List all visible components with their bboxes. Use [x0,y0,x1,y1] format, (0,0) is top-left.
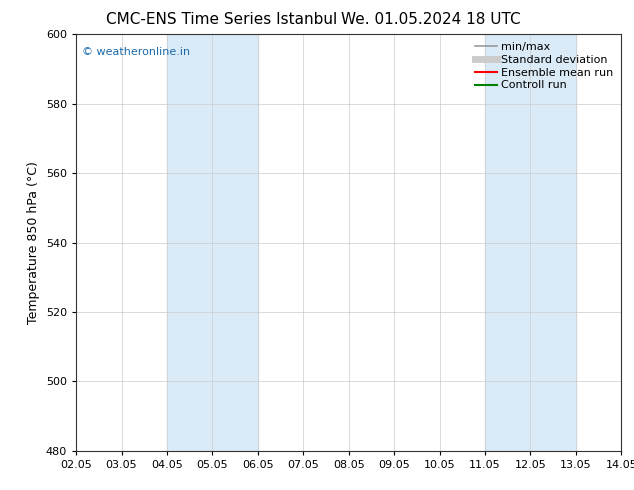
Bar [485,34,576,451]
Legend: min/max, Standard deviation, Ensemble mean run, Controll run: min/max, Standard deviation, Ensemble me… [472,40,616,93]
Y-axis label: Temperature 850 hPa (°C): Temperature 850 hPa (°C) [27,161,40,324]
Text: © weatheronline.in: © weatheronline.in [82,47,190,57]
Bar [167,34,258,451]
Text: We. 01.05.2024 18 UTC: We. 01.05.2024 18 UTC [341,12,521,27]
Text: CMC-ENS Time Series Istanbul: CMC-ENS Time Series Istanbul [107,12,337,27]
